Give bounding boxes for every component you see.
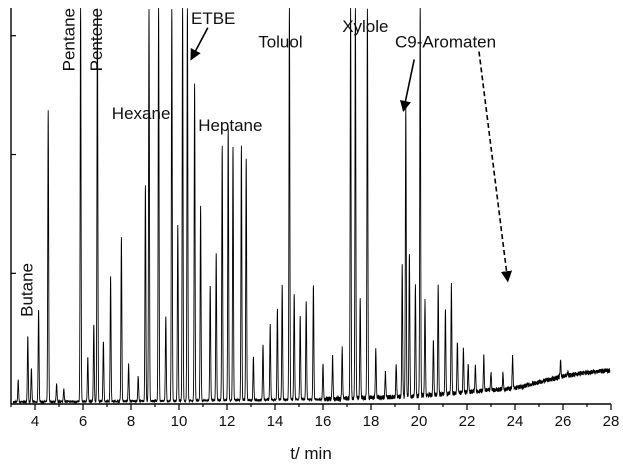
x-tick-label-20: 20 [411,413,428,430]
annotation-xylole: Xylole [342,17,388,36]
annotations: Butane Pentane Pentene Hexane ETBE Heptane Tol… [18,8,513,317]
x-tick-label-8: 8 [127,413,135,430]
x-tick-label-12: 12 [219,413,236,430]
x-tick-label-18: 18 [363,413,380,430]
x-axis-title: t/ min [290,444,332,463]
arrow-1-c9-aromaten [399,59,415,113]
annotation-toluol: Toluol [258,33,302,52]
x-tick-label-6: 6 [79,413,87,430]
x-tick-label-24: 24 [507,413,524,430]
annotation-etbe: ETBE [191,9,235,28]
x-tick-label-26: 26 [555,413,572,430]
arrow-2-c9-aromaten [478,51,513,283]
annotation-c9-aromaten: C9-Aromaten [395,33,496,52]
plot-area [12,8,611,404]
chromatogram-trace [12,8,611,404]
axes: 4 6 8 10 12 14 16 18 20 22 24 26 28 [10,8,620,430]
arrow-0-etbe [190,27,209,61]
annotation-pentane: Pentane [60,8,79,71]
x-tick-label-10: 10 [171,413,188,430]
annotation-butane: Butane [18,263,37,317]
x-tick-label-22: 22 [459,413,476,430]
x-tick-label-16: 16 [315,413,332,430]
annotation-pentene: Pentene [87,8,106,71]
x-tick-label-28: 28 [603,413,620,430]
x-tick-label-14: 14 [267,413,284,430]
annotation-hexane: Hexane [112,104,171,123]
x-tick-label-4: 4 [31,413,39,430]
annotation-heptane: Heptane [198,116,262,135]
